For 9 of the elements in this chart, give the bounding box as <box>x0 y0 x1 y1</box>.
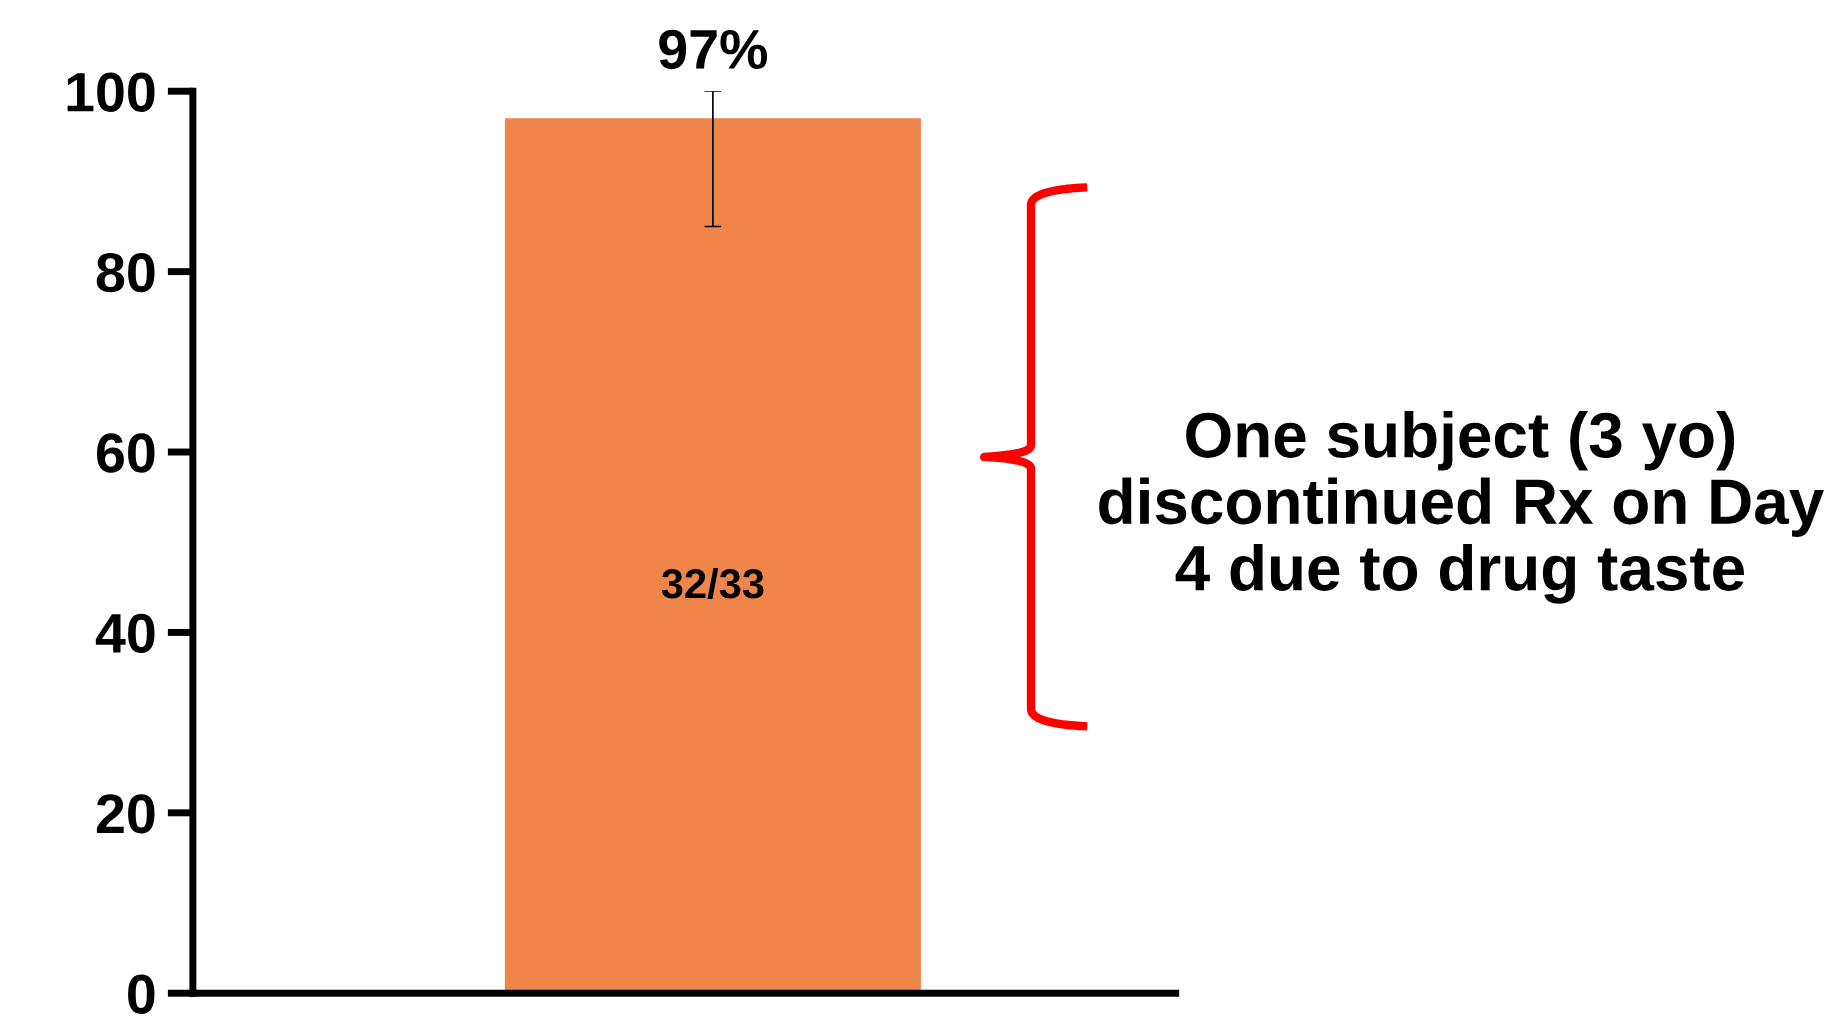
y-tick-label: 20 <box>96 794 155 834</box>
data-label: 97% <box>659 29 768 70</box>
y-tick-label: 80 <box>96 252 155 293</box>
y-tick-label: 100 <box>67 72 155 112</box>
y-tick-label: 0 <box>128 974 155 1014</box>
y-tick-label: 40 <box>95 613 155 654</box>
annotation: 32/33 <box>661 567 764 599</box>
y-tick-label: 60 <box>97 433 155 473</box>
annotation: One subject (3 yo) discontinued Rx on Day 4 due to drug taste <box>1099 410 1824 604</box>
